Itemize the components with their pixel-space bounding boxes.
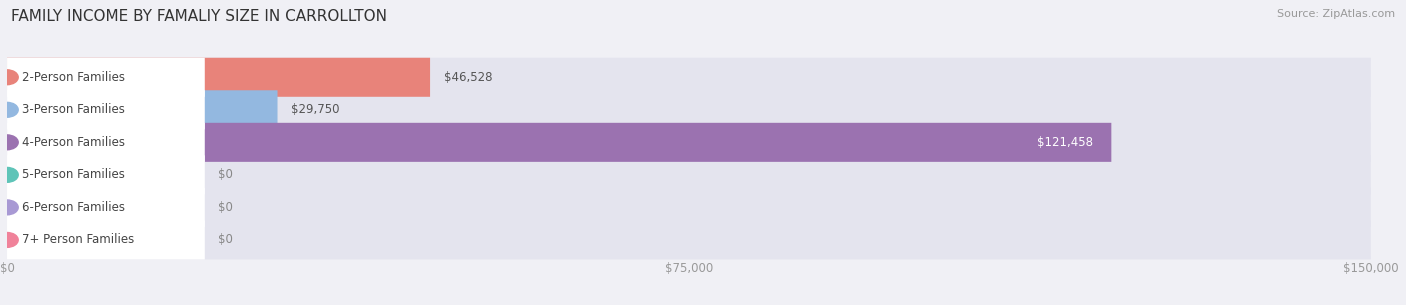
Text: $0: $0 bbox=[218, 233, 233, 246]
FancyBboxPatch shape bbox=[7, 58, 430, 97]
Ellipse shape bbox=[0, 232, 18, 247]
Text: 4-Person Families: 4-Person Families bbox=[21, 136, 125, 149]
Text: $29,750: $29,750 bbox=[291, 103, 340, 116]
Text: 7+ Person Families: 7+ Person Families bbox=[21, 233, 134, 246]
FancyBboxPatch shape bbox=[7, 123, 205, 162]
FancyBboxPatch shape bbox=[7, 90, 1371, 129]
Text: $121,458: $121,458 bbox=[1038, 136, 1092, 149]
Text: 3-Person Families: 3-Person Families bbox=[21, 103, 124, 116]
Ellipse shape bbox=[0, 167, 18, 182]
FancyBboxPatch shape bbox=[7, 155, 1371, 194]
Text: $0: $0 bbox=[218, 201, 233, 214]
Text: 5-Person Families: 5-Person Families bbox=[21, 168, 124, 181]
FancyBboxPatch shape bbox=[7, 123, 1371, 162]
Ellipse shape bbox=[0, 70, 18, 85]
Ellipse shape bbox=[0, 102, 18, 117]
Text: $0: $0 bbox=[218, 168, 233, 181]
FancyBboxPatch shape bbox=[7, 155, 205, 194]
FancyBboxPatch shape bbox=[7, 58, 1371, 97]
FancyBboxPatch shape bbox=[7, 188, 1371, 227]
FancyBboxPatch shape bbox=[7, 123, 1111, 162]
Text: FAMILY INCOME BY FAMALIY SIZE IN CARROLLTON: FAMILY INCOME BY FAMALIY SIZE IN CARROLL… bbox=[11, 9, 387, 24]
Ellipse shape bbox=[0, 135, 18, 150]
Ellipse shape bbox=[0, 200, 18, 215]
Text: 2-Person Families: 2-Person Families bbox=[21, 71, 125, 84]
FancyBboxPatch shape bbox=[7, 188, 205, 227]
FancyBboxPatch shape bbox=[7, 90, 277, 129]
FancyBboxPatch shape bbox=[7, 90, 205, 129]
FancyBboxPatch shape bbox=[7, 58, 205, 97]
FancyBboxPatch shape bbox=[7, 221, 1371, 260]
Text: $46,528: $46,528 bbox=[444, 71, 492, 84]
Text: 6-Person Families: 6-Person Families bbox=[21, 201, 125, 214]
Text: Source: ZipAtlas.com: Source: ZipAtlas.com bbox=[1277, 9, 1395, 19]
FancyBboxPatch shape bbox=[7, 221, 205, 260]
